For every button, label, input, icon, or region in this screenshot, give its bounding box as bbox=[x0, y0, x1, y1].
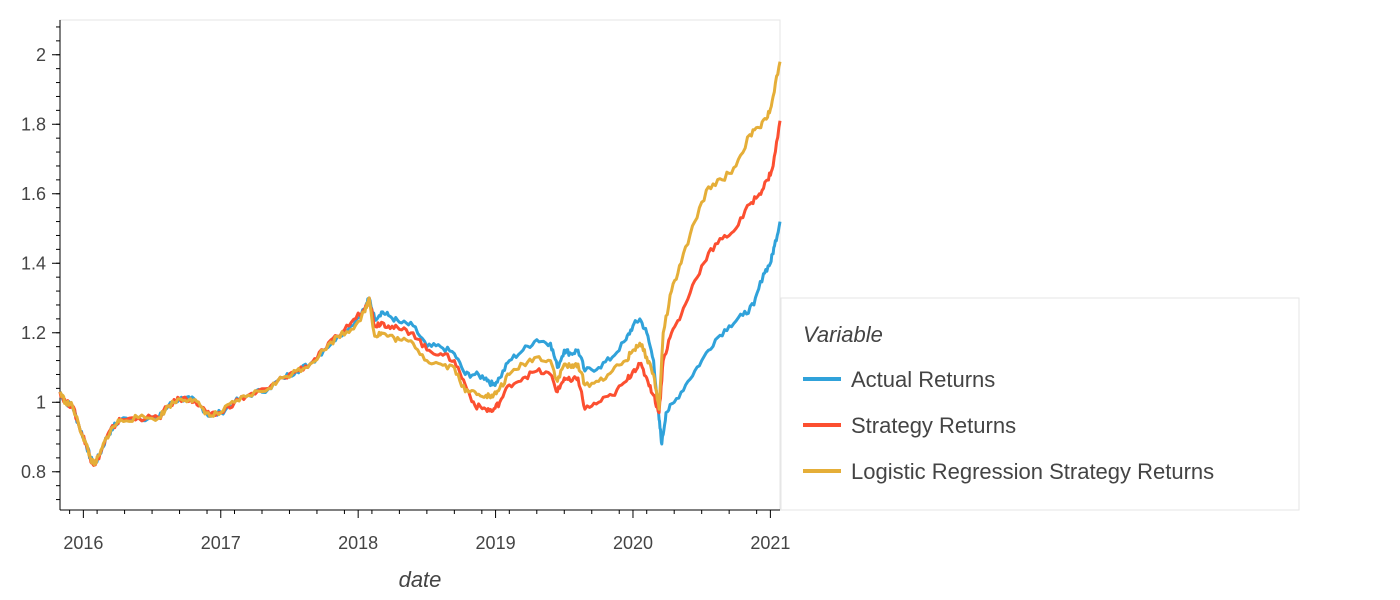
x-axis: 2016 2017 2018 2019 2020 2021 bbox=[60, 509, 790, 553]
y-ticks: 0.8 1 1.2 1.4 1.6 1.8 2 bbox=[21, 45, 60, 482]
y-tick-label: 2 bbox=[36, 45, 46, 65]
legend-label: Logistic Regression Strategy Returns bbox=[851, 459, 1214, 484]
legend-label: Actual Returns bbox=[851, 367, 995, 392]
y-tick-label: 1.2 bbox=[21, 323, 46, 343]
x-minor-ticks bbox=[69, 510, 758, 514]
x-tick-label: 2020 bbox=[613, 533, 653, 553]
legend-label: Strategy Returns bbox=[851, 413, 1016, 438]
x-tick-label: 2016 bbox=[63, 533, 103, 553]
y-tick-label: 1.6 bbox=[21, 184, 46, 204]
x-axis-title: date bbox=[399, 567, 442, 592]
y-tick-label: 1.4 bbox=[21, 253, 46, 273]
plot-frame bbox=[59, 19, 781, 511]
x-tick-label: 2017 bbox=[201, 533, 241, 553]
x-tick-label: 2019 bbox=[476, 533, 516, 553]
x-tick-label: 2021 bbox=[750, 533, 790, 553]
series-layer bbox=[58, 61, 782, 467]
y-tick-label: 0.8 bbox=[21, 462, 46, 482]
y-axis: 0.8 1 1.2 1.4 1.6 1.8 2 bbox=[21, 20, 61, 510]
x-tick-label: 2018 bbox=[338, 533, 378, 553]
x-ticks: 2016 2017 2018 2019 2020 2021 bbox=[63, 510, 790, 553]
legend: Variable Actual Returns Strategy Returns L… bbox=[780, 297, 1300, 511]
y-tick-label: 1.8 bbox=[21, 114, 46, 134]
legend-box bbox=[780, 297, 1300, 511]
y-tick-label: 1 bbox=[36, 392, 46, 412]
legend-items: Actual Returns Strategy Returns Logistic R… bbox=[803, 367, 1214, 484]
legend-title: Variable bbox=[803, 322, 883, 347]
series-line-2 bbox=[58, 61, 782, 467]
